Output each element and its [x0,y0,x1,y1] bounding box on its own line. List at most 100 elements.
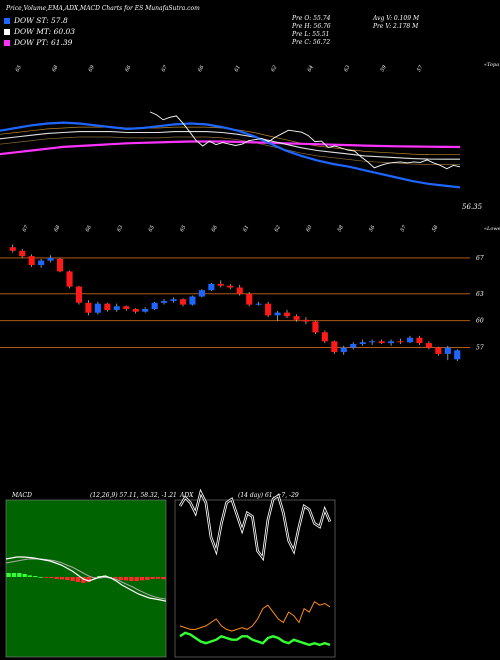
macd-signal-line [5,558,167,600]
ema-last-value: 56.35 [462,203,483,211]
candle-up [359,342,366,344]
legend-label: DOW ST: 57.8 [14,16,68,25]
candle-up [94,303,101,313]
quote-close: Pre C: 56.72 [292,39,331,46]
macd-histogram-bar [155,577,161,579]
price-ytick-label: 63 [476,291,484,298]
ema-bottom-tick: 61 [242,224,250,233]
candle-up [189,296,196,305]
candle-down [312,321,319,333]
candle-up [113,306,120,310]
macd-histogram-bar [43,577,49,578]
macd-line [5,556,167,602]
macd-histogram-bar [70,577,75,581]
candle-down [9,247,16,251]
candle-down [397,341,404,343]
ema-top-tick: 57 [416,64,425,73]
candle-down [378,341,385,344]
price-ytick-label: 67 [476,255,484,262]
macd-histogram-bar [86,577,91,582]
candle-up [255,303,262,305]
ema-axis-label: «Topa [484,62,499,68]
legend-swatch [4,29,10,35]
price-axis-label: «Lowes [484,226,500,232]
ema-bottom-tick: 60 [305,224,314,233]
candle-up [369,341,376,343]
ema-bottom-tick: 67 [22,224,31,233]
ema-bottom-tick: 65 [179,224,187,233]
ema-top-tick: 69 [88,64,97,73]
candle-up [208,283,215,291]
candle-down [416,337,423,344]
macd-histogram-bar [150,577,155,579]
candle-down [123,306,130,309]
ema-top-tick: 67 [161,64,170,73]
candle-up [161,301,168,303]
macd-histogram-bar [54,577,59,579]
ema-bottom-tick: 56 [368,224,377,233]
adx-params: (14 day) 61, +7, -29 [238,492,299,499]
ema-bottom-tick: 58 [431,224,439,233]
quote-high: Pre H: 56.76 [292,23,331,30]
adx-panel-bg [174,499,336,658]
macd-histogram-bar [33,576,38,577]
macd-histogram-bar [27,575,33,577]
ema-bottom-tick: 58 [337,224,345,233]
quote-left: Pre O: 55.74 Pre H: 56.76 Pre L: 55.51 P… [292,15,331,47]
ema-bottom-tick: 66 [211,224,220,233]
quote-open: Pre O: 55.74 [292,15,331,22]
ema-bottom-tick: 65 [148,224,156,233]
candle-down [104,303,111,310]
candle-down [57,258,64,272]
macd-histogram-bar [134,577,139,581]
macd-histogram-bar [49,577,54,578]
candle-up [151,302,158,310]
candle-up [340,347,347,353]
ema-bottom-tick: 63 [116,224,124,233]
ema-top-tick: 61 [234,64,242,73]
candle-up [142,309,149,312]
macd-histogram-bar [118,577,123,580]
candle-up [350,344,357,348]
ema-top-tick: 66 [197,64,206,73]
macd-histogram-bar [75,577,81,582]
candle-down [246,293,253,305]
candle-up [170,299,177,301]
candle-up [407,337,414,343]
macd-histogram-bar [17,573,22,577]
ema-dow-mt-line [0,131,460,160]
candle-down [293,316,300,320]
legend-label: DOW MT: 60.03 [14,27,76,36]
candle-down [132,309,139,312]
macd-histogram-bar [123,577,129,581]
adx-minus-di-line [179,600,331,632]
macd-histogram-bar [6,573,11,577]
legend-label: DOW PT: 61.39 [14,38,73,47]
ema-bottom-tick: 68 [53,224,61,233]
adx-label: ADX [179,492,194,499]
macd-histogram-bar [38,577,43,578]
candle-down [284,312,291,317]
candle-up [38,260,45,266]
macd-histogram-bar [65,577,70,580]
ema-top-tick: 65 [15,64,23,73]
page-title: Price,Volume,EMA,ADX,MACD Charts for ES … [6,5,200,12]
ema-price-line [149,111,461,170]
macd-histogram-bar [59,577,65,580]
candle-down [85,302,92,313]
macd-panel-bg [5,499,167,658]
macd-histogram-bar [22,574,27,577]
ema-dow-st-line [0,121,461,189]
ema-top-tick: 59 [380,64,389,73]
ema-bottom-tick: 62 [274,224,282,233]
macd-histogram-bar [129,577,134,581]
price-ytick-label: 57 [476,345,484,352]
quote-prev-volume: Pre V: 2.178 M [373,23,419,30]
candle-down [28,256,35,266]
candle-down [331,341,338,353]
legend-swatch [4,18,10,24]
candle-down [217,283,224,286]
candle-up [444,347,451,354]
ema-bottom-tick: 66 [85,224,94,233]
